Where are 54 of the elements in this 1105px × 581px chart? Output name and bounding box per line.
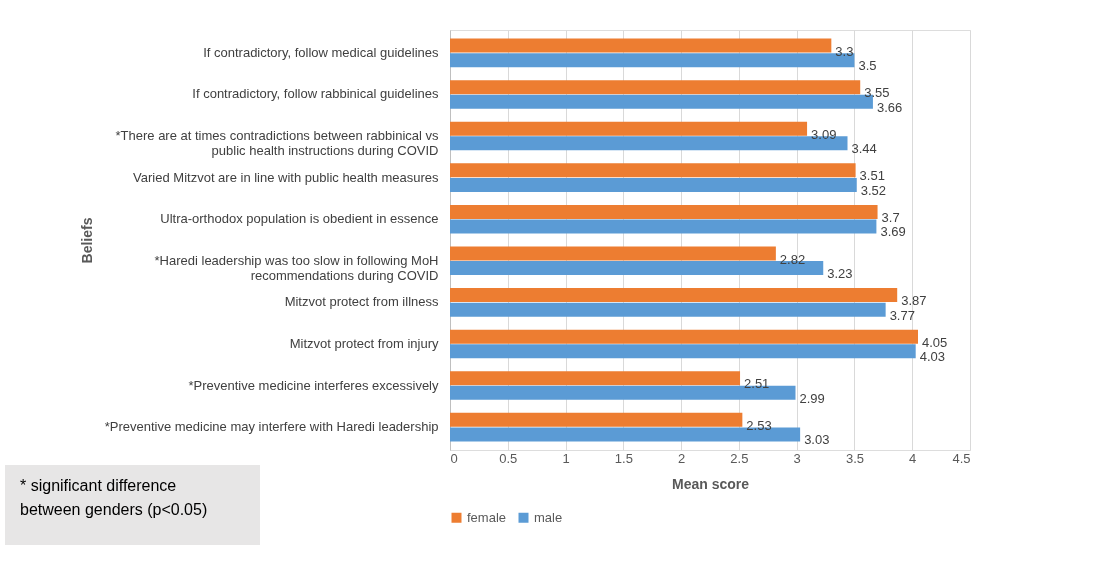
bar bbox=[450, 163, 856, 178]
data-label: 4.03 bbox=[919, 349, 945, 365]
data-label: 4.05 bbox=[922, 334, 948, 350]
y-axis-title: Beliefs bbox=[78, 217, 95, 264]
y-tick-label: *Haredi leadership was too slow in following MoH recommendations during COVID bbox=[154, 252, 439, 283]
data-label: 3.44 bbox=[851, 141, 877, 157]
x-tick-label: 3.5 bbox=[845, 450, 864, 466]
x-tick-label: 0.5 bbox=[499, 450, 518, 466]
bar bbox=[450, 288, 898, 303]
bar bbox=[450, 177, 857, 192]
data-label: 3.03 bbox=[804, 432, 830, 448]
bar bbox=[450, 302, 886, 317]
bar bbox=[450, 371, 741, 386]
data-label: 3.7 bbox=[881, 209, 900, 225]
x-tick-label: 4 bbox=[909, 450, 917, 466]
data-label: 3.69 bbox=[880, 224, 906, 240]
x-tick-label: 4.5 bbox=[952, 450, 971, 466]
legend-label: male bbox=[534, 509, 563, 525]
x-tick-label: 1 bbox=[562, 450, 570, 466]
bar bbox=[450, 219, 877, 234]
bar bbox=[450, 121, 808, 136]
text: * significant difference between genders (p<0.05) bbox=[20, 477, 208, 518]
bar bbox=[450, 246, 776, 261]
bar bbox=[450, 344, 916, 359]
bar bbox=[450, 329, 918, 344]
data-label: 3.5 bbox=[858, 58, 877, 74]
x-axis-title: Mean score bbox=[671, 475, 750, 492]
data-label: 2.99 bbox=[799, 390, 825, 406]
data-label: 3.23 bbox=[827, 266, 853, 282]
data-label: 3.52 bbox=[860, 182, 887, 198]
y-tick-label: *There are at times contradictions between rabbinical vs public health instructions during COVID bbox=[115, 128, 439, 159]
y-tick-label: If contradictory, follow medical guidelines bbox=[203, 44, 439, 60]
y-tick-label: If contradictory, follow rabbinical guidelines bbox=[192, 86, 439, 102]
x-tick-label: 0 bbox=[450, 450, 458, 466]
data-label: 3.66 bbox=[876, 99, 903, 115]
x-tick-label: 3 bbox=[793, 450, 801, 466]
bar bbox=[450, 80, 861, 95]
bar bbox=[450, 38, 832, 53]
x-tick-label: 2.5 bbox=[730, 450, 749, 466]
y-tick-label: *Preventive medicine may interfere with Haredi leadership bbox=[104, 419, 439, 435]
x-tick-label: 2 bbox=[677, 450, 686, 466]
y-tick-label: *Preventive medicine interferes excessively bbox=[188, 377, 439, 393]
data-label: 3.87 bbox=[901, 293, 927, 309]
y-tick-label: Ultra-orthodox population is obedient in essence bbox=[160, 211, 439, 227]
legend-label: female bbox=[467, 509, 507, 525]
data-label: 3.55 bbox=[864, 85, 890, 101]
y-tick-label: Mitzvot protect from illness bbox=[284, 294, 439, 310]
data-label: 3.51 bbox=[859, 168, 885, 184]
bar bbox=[450, 204, 878, 219]
data-label: 3.77 bbox=[889, 307, 915, 323]
y-tick-label: Varied Mitzvot are in line with public health measures bbox=[133, 169, 439, 185]
bar bbox=[450, 412, 743, 427]
y-tick-label: Mitzvot protect from injury bbox=[289, 335, 439, 351]
x-tick-label: 1.5 bbox=[614, 450, 633, 466]
